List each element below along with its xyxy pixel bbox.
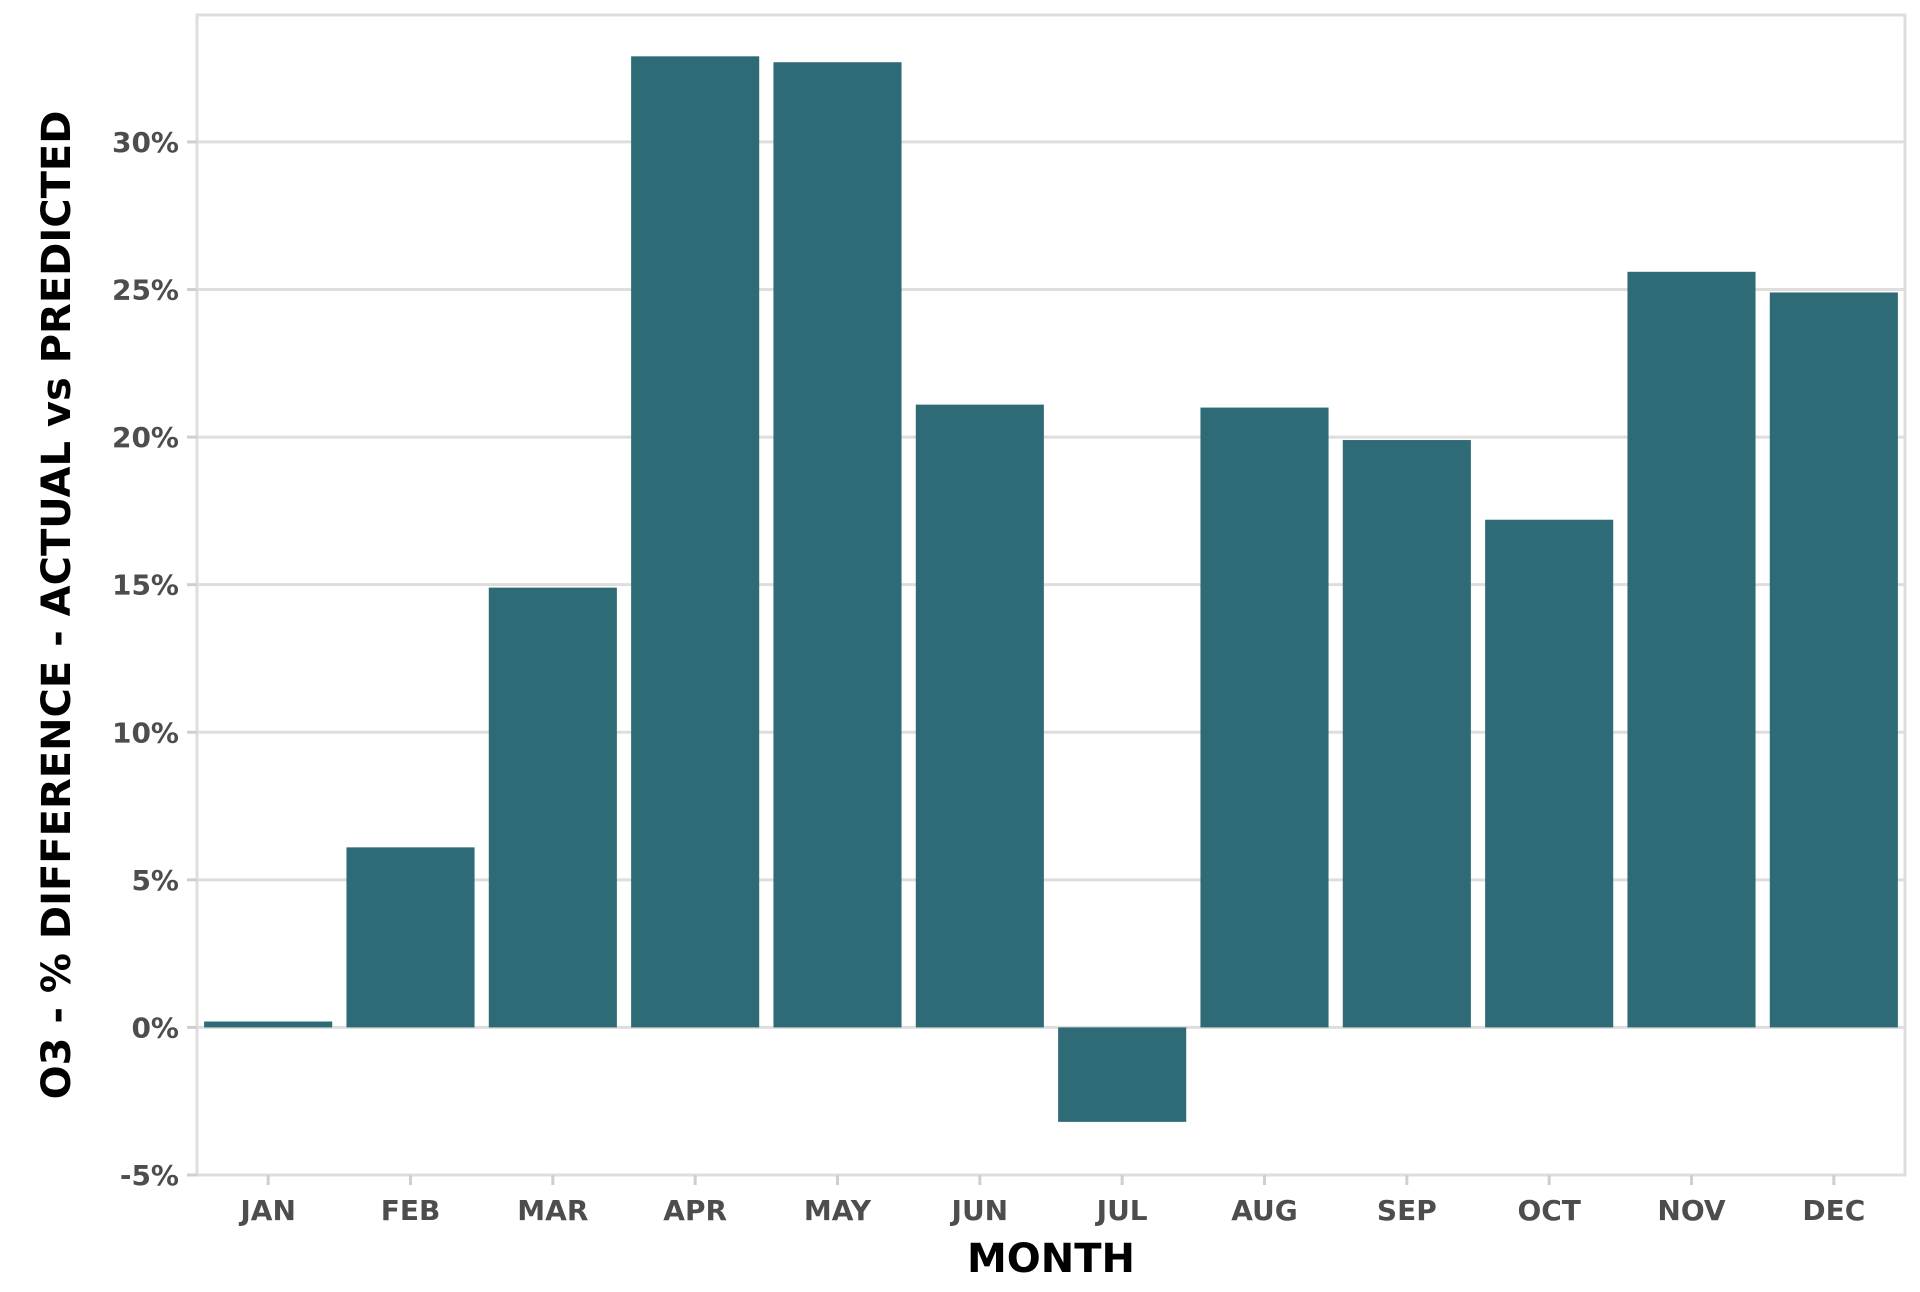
y-tick-label: 25% <box>112 274 179 307</box>
x-tick-label: AUG <box>1231 1194 1298 1227</box>
x-tick-label: JUN <box>950 1194 1009 1227</box>
x-tick-label: SEP <box>1377 1194 1437 1227</box>
bar-mar <box>488 587 617 1028</box>
bar-may <box>773 62 902 1028</box>
y-tick-label: 0% <box>131 1011 179 1044</box>
x-tick-label: FEB <box>381 1194 441 1227</box>
bar-jul <box>1058 1027 1187 1122</box>
bar-apr <box>631 56 760 1028</box>
y-tick-label: 30% <box>112 126 179 159</box>
y-tick-label: 5% <box>131 864 179 897</box>
bar-oct <box>1485 519 1614 1028</box>
bar-jan <box>204 1021 333 1028</box>
x-tick-label: JAN <box>238 1194 296 1227</box>
x-tick-label: MAR <box>517 1194 588 1227</box>
y-tick-label: 10% <box>112 716 179 749</box>
x-tick-label: JUL <box>1095 1194 1148 1227</box>
bars <box>204 56 1898 1122</box>
x-axis-title: MONTH <box>967 1236 1135 1282</box>
y-tick-label: 20% <box>112 421 179 454</box>
x-tick-label: MAY <box>804 1194 872 1227</box>
x-tick-label: OCT <box>1517 1194 1580 1227</box>
x-tick-label: APR <box>663 1194 727 1227</box>
x-tick-label: DEC <box>1802 1194 1865 1227</box>
x-tick-label: NOV <box>1657 1194 1725 1227</box>
bar-sep <box>1342 440 1471 1028</box>
bar-aug <box>1200 407 1329 1028</box>
bar-dec <box>1769 292 1898 1028</box>
y-tick-label: -5% <box>120 1159 179 1192</box>
y-axis-ticks: -5% 0% 5% 10% 15% 20% 25% 30% <box>112 126 197 1192</box>
y-axis-title: O3 - % DIFFERENCE - ACTUAL vs PREDICTED <box>34 111 80 1100</box>
bar-nov <box>1627 271 1756 1028</box>
x-axis-ticks: JAN FEB MAR APR MAY JUN JUL AUG SEP OCT NOV DEC <box>238 1175 1865 1227</box>
y-tick-label: 15% <box>112 569 179 602</box>
bar-feb <box>346 847 475 1028</box>
plot-panel-border <box>195 13 1907 1177</box>
gridlines <box>197 140 1905 1177</box>
bar-jun <box>915 404 1044 1028</box>
